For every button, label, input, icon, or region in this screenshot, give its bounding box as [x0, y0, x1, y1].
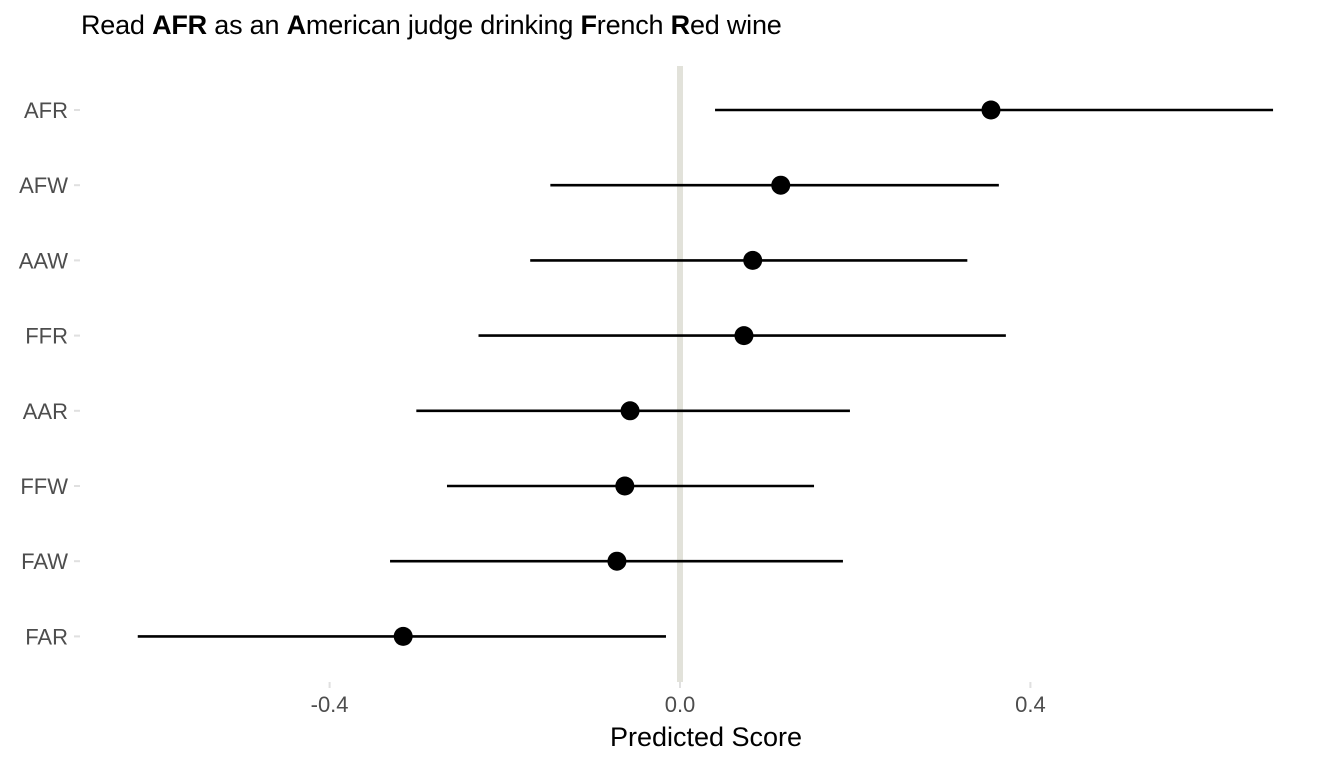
x-axis-title: Predicted Score: [610, 722, 802, 752]
x-axis: -0.4 0.0 0.4: [311, 682, 1046, 717]
point-FFR: [734, 326, 754, 346]
chart-title: Read AFR as an American judge drinking F…: [81, 10, 782, 41]
title-part: Read: [81, 10, 153, 40]
x-tick-label: -0.4: [311, 692, 349, 717]
title-part: F: [580, 10, 597, 40]
y-tick-label: AAR: [23, 399, 68, 424]
title-part: merican judge drinking: [305, 10, 581, 40]
point-AAR: [620, 401, 640, 421]
point-layer: [393, 100, 1001, 646]
title-part: as an: [206, 10, 287, 40]
y-tick-label: AAW: [19, 248, 69, 273]
point-AFW: [771, 175, 791, 195]
title-part: R: [670, 10, 691, 40]
title-part: rench: [596, 10, 671, 40]
y-tick-label: FAR: [25, 624, 68, 649]
y-axis: AFR AFW AAW FFR AAR FFW FAW FAR: [19, 98, 80, 649]
y-tick-label: AFR: [24, 98, 68, 123]
y-tick-label: AFW: [19, 173, 68, 198]
point-FAW: [607, 551, 627, 571]
y-tick-label: FFW: [20, 474, 68, 499]
title-part: ed wine: [689, 10, 782, 40]
x-tick-label: 0.4: [1015, 692, 1046, 717]
title-part: AFR: [152, 10, 207, 40]
point-FFW: [615, 476, 635, 496]
point-AAW: [743, 250, 763, 270]
y-tick-label: FAW: [21, 549, 68, 574]
interval-layer: [137, 108, 1274, 638]
point-FAR: [393, 626, 413, 646]
y-tick-label: FFR: [25, 324, 68, 349]
point-AFR: [981, 100, 1001, 120]
title-part: A: [286, 10, 307, 40]
x-tick-label: 0.0: [665, 692, 696, 717]
